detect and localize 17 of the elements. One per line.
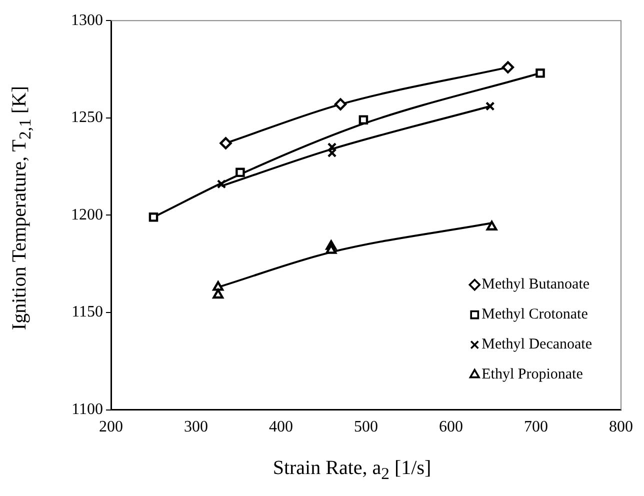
x-tick-label: 800	[609, 418, 633, 436]
x-tick-label: 400	[269, 418, 293, 436]
x-tick-label: 200	[99, 418, 123, 436]
legend-label: Methyl Crotonate	[482, 306, 588, 323]
x-tick-label: 700	[524, 418, 548, 436]
x-tick-label: 600	[439, 418, 463, 436]
legend-label: Methyl Butanoate	[482, 276, 590, 293]
legend-label: Ethyl Propionate	[482, 366, 584, 383]
y-tick-label: 1100	[72, 401, 103, 418]
x-tick-label: 300	[184, 418, 208, 436]
x-tick-label: 500	[354, 418, 378, 436]
y-tick-label: 1250	[71, 109, 103, 126]
legend-label: Methyl Decanoate	[482, 336, 592, 353]
x-axis-title: Strain Rate, a$_{2}$ [1/s]	[272, 457, 432, 484]
y-tick-label: 1300	[71, 12, 103, 29]
y-tick-label: 1150	[72, 304, 103, 321]
y-tick-label: 1200	[71, 206, 103, 224]
